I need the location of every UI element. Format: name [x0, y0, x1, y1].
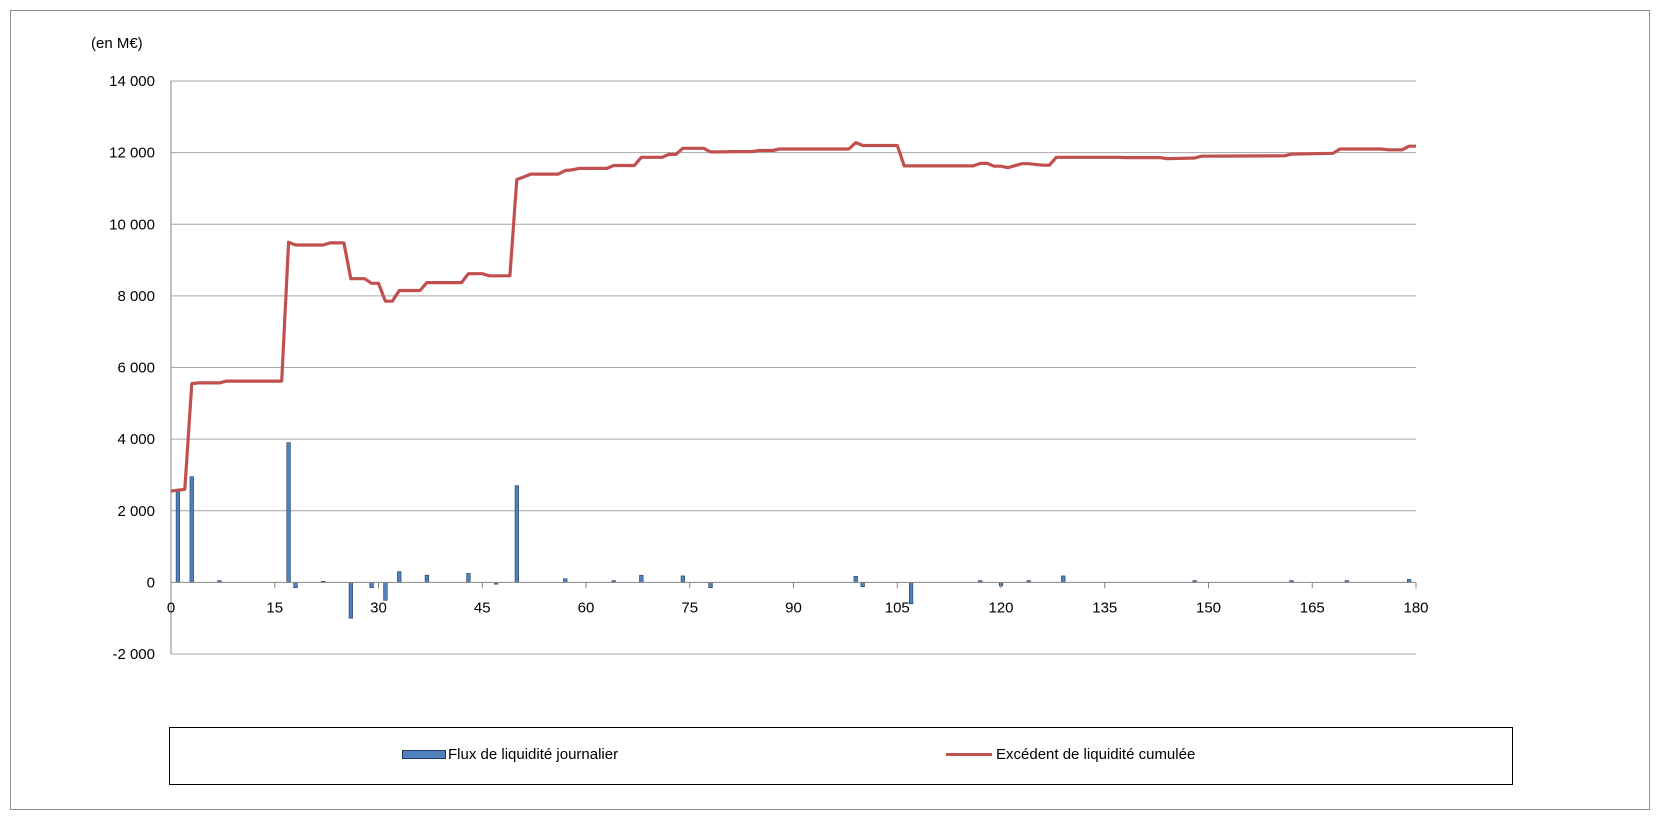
bar: [383, 582, 388, 601]
x-tick-labels: 0 15 30 45 60 75 90 105 120 135 150 165 180: [167, 599, 1429, 616]
legend-bar-swatch: [402, 750, 446, 759]
legend-label-bars: Flux de liquidité journalier: [448, 746, 619, 763]
x-tick-label: 150: [1196, 599, 1221, 616]
unit-label: (en M€): [91, 35, 143, 52]
x-tick-label: 60: [578, 599, 595, 616]
bar: [189, 476, 194, 583]
axes: [170, 81, 1417, 654]
bar: [424, 574, 430, 583]
cumulative-line: [170, 141, 1416, 493]
bar: [348, 582, 353, 619]
bar: [369, 582, 374, 589]
cumulative-series-line: [170, 141, 1416, 493]
x-tick-label: 30: [370, 599, 387, 616]
bar: [680, 575, 685, 583]
x-tick-label: 105: [885, 599, 910, 616]
x-tick-label: 75: [681, 599, 698, 616]
bar: [708, 582, 713, 589]
chart-frame: (en M€) 14 000 12 000 10 000 8 000 6 000 4 00…: [10, 10, 1650, 810]
bar: [853, 575, 858, 583]
y-tick-label: 8 000: [117, 288, 155, 305]
y-tick-labels: 14 000 12 000 10 000 8 000 6 000 4 000 2 000 0 -…: [109, 73, 155, 663]
daily-flow-bars: [175, 442, 1412, 619]
bar: [466, 573, 471, 583]
x-tick-label: 165: [1300, 599, 1325, 616]
bar: [563, 578, 568, 583]
x-tick-label: 15: [266, 599, 283, 616]
legend-item-line: Excédent de liquidité cumulée: [946, 746, 1195, 763]
legend-item-bars: Flux de liquidité journalier: [402, 746, 618, 763]
y-tick-label: 10 000: [109, 216, 155, 233]
y-tick-label: 4 000: [117, 431, 155, 448]
y-tick-label: -2 000: [112, 646, 155, 663]
x-tick-label: 180: [1403, 599, 1428, 616]
x-tick-label: 90: [785, 599, 802, 616]
x-tick-label: 45: [474, 599, 491, 616]
y-tick-label: 12 000: [109, 145, 155, 162]
bar: [286, 442, 291, 583]
x-tick-label: 135: [1092, 599, 1117, 616]
x-tick-label: 0: [167, 599, 175, 616]
bar: [1061, 575, 1066, 583]
bar: [908, 582, 914, 605]
legend-label-line: Excédent de liquidité cumulée: [996, 746, 1196, 763]
chart-svg: (en M€) 14 000 12 000 10 000 8 000 6 000 4 00…: [91, 35, 1429, 663]
gridlines: [171, 80, 1416, 655]
bar: [639, 574, 644, 583]
y-tick-label: 14 000: [109, 73, 155, 90]
y-tick-label: 6 000: [117, 360, 155, 377]
bar: [397, 571, 402, 583]
bar: [514, 485, 519, 583]
x-tick-label: 120: [988, 599, 1013, 616]
y-tick-label: 2 000: [117, 503, 155, 520]
bar: [860, 582, 865, 587]
legend: Flux de liquidité journalier Excédent de…: [169, 727, 1513, 785]
legend-line-swatch: [946, 753, 992, 756]
bar: [293, 582, 298, 589]
y-tick-label: 0: [147, 574, 155, 591]
bar: [175, 488, 181, 583]
